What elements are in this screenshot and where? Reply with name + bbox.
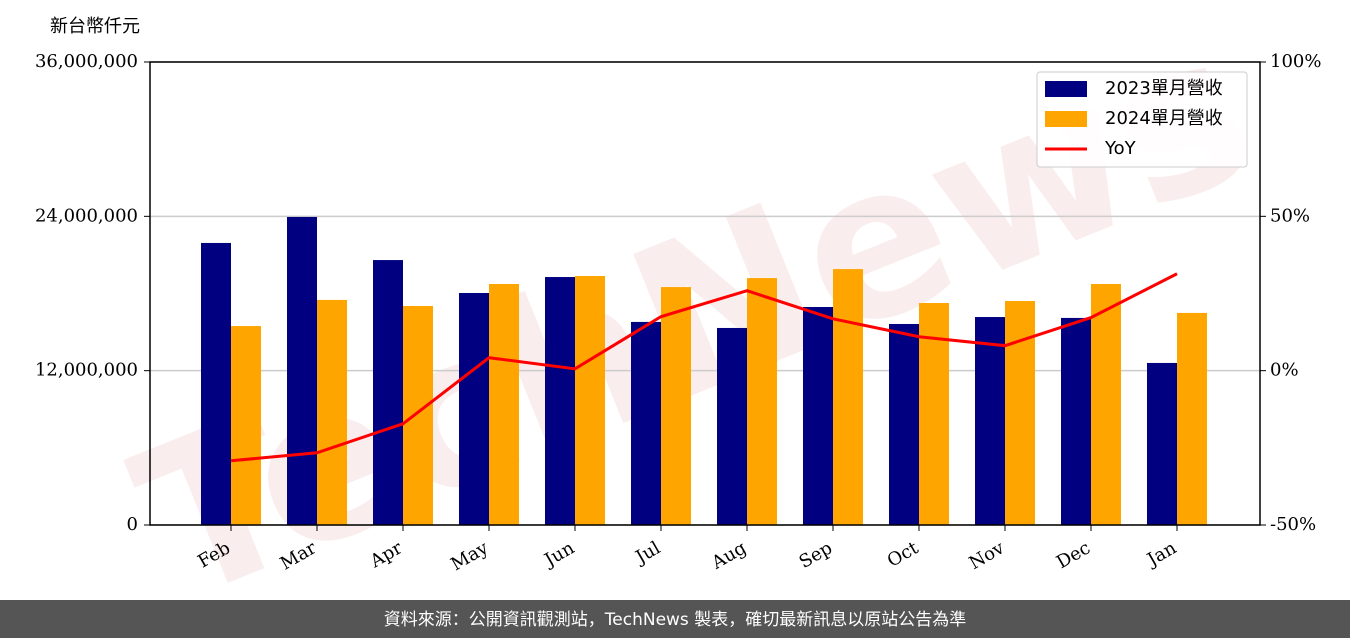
- bar: [661, 287, 691, 525]
- bar: [545, 277, 575, 525]
- x-tick-label: Jul: [630, 537, 664, 569]
- footer-bar: [0, 600, 1350, 638]
- legend-label: YoY: [1104, 138, 1137, 159]
- bar: [575, 276, 605, 525]
- bar: [975, 317, 1005, 525]
- x-tick-label: Dec: [1053, 537, 1094, 573]
- y2-tick-label: 100%: [1270, 51, 1321, 72]
- bar: [373, 260, 403, 525]
- y2-tick-label: 50%: [1270, 205, 1310, 226]
- bar: [1005, 300, 1035, 525]
- bar: [287, 216, 317, 526]
- legend-box: [1036, 71, 1248, 168]
- bar: [1061, 317, 1091, 525]
- x-tick-label: Jan: [1142, 537, 1180, 571]
- x-tick-label: Aug: [707, 537, 750, 574]
- legend-label: 2024單月營收: [1105, 108, 1223, 129]
- legend-swatch: [1045, 81, 1087, 97]
- y-tick-label: 24,000,000: [35, 205, 138, 226]
- y-tick-label: 36,000,000: [35, 51, 138, 72]
- bar: [1091, 283, 1121, 525]
- plot-frame: [149, 61, 1261, 526]
- y-tick-label: 0: [127, 514, 138, 535]
- bar: [803, 307, 833, 525]
- legend-label: 2023單月營收: [1105, 78, 1223, 99]
- bar: [231, 326, 261, 525]
- y2-tick-label: 0%: [1270, 360, 1299, 381]
- bar: [201, 242, 231, 526]
- legend-swatch: [1045, 111, 1087, 127]
- x-tick-label: Jun: [539, 537, 578, 572]
- bar: [1147, 362, 1177, 525]
- line: [230, 272, 1178, 463]
- x-tick-label: Nov: [966, 537, 1009, 574]
- source-note: 資料來源：公開資訊觀測站，TechNews 製表，確切最新訊息以原站公告為準: [384, 610, 966, 630]
- bar: [1177, 312, 1207, 525]
- bar: [403, 305, 433, 525]
- bar: [889, 323, 919, 525]
- x-tick-label: Oct: [884, 537, 923, 572]
- bar: [317, 299, 347, 525]
- bar: [717, 327, 747, 525]
- bar: [489, 283, 519, 525]
- bar: [459, 292, 489, 525]
- x-tick-label: Sep: [796, 537, 836, 572]
- bar: [747, 278, 777, 525]
- bar: [833, 269, 863, 525]
- bar: [631, 321, 661, 525]
- y2-tick-label: -50%: [1270, 514, 1316, 535]
- y-axis-label: 新台幣仟元: [50, 16, 140, 37]
- y-tick-label: 12,000,000: [35, 360, 138, 381]
